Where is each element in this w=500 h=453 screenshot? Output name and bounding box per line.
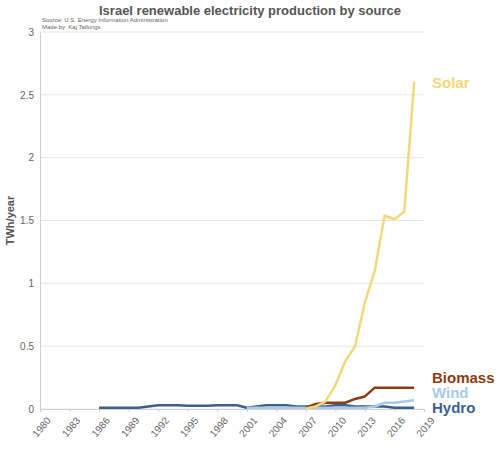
x-tick-label: 2007 <box>296 415 319 439</box>
x-tick-label: 1986 <box>89 415 112 439</box>
y-tick-label: 1 <box>28 278 34 289</box>
x-tick-mark <box>188 409 189 412</box>
x-tick-mark <box>158 409 159 412</box>
x-tick-mark <box>129 409 130 412</box>
x-tick: 1980 <box>30 409 53 439</box>
chart-svg: Israel renewable electricity production … <box>0 0 500 453</box>
x-tick-mark <box>99 409 100 412</box>
x-tick-label: 1980 <box>30 415 53 439</box>
x-axis: 1980 1983 1986 1989 1992 1995 1998 2001 2004 2007… <box>30 409 437 439</box>
legend-label: Solar <box>432 74 470 91</box>
x-tick-label: 1998 <box>207 415 230 439</box>
x-tick: 2013 <box>355 409 378 439</box>
x-tick-mark <box>40 409 41 412</box>
y-tick-label: 2 <box>28 152 34 163</box>
x-tick-label: 2019 <box>414 415 437 439</box>
x-tick: 2010 <box>326 409 349 439</box>
y-tick-label: 2.5 <box>20 90 34 101</box>
x-tick-mark <box>247 409 248 412</box>
y-axis-line <box>40 33 41 410</box>
x-tick: 2016 <box>385 409 408 439</box>
grid-line <box>40 283 424 284</box>
x-tick-mark <box>365 409 366 412</box>
x-tick: 1986 <box>89 409 112 439</box>
x-tick: 2001 <box>237 409 260 439</box>
x-tick-label: 2016 <box>385 415 408 439</box>
subtitle: Made by: Kaj Tallungs <box>42 24 101 30</box>
y-axis: 0 0.5 1 1.5 2 2.5 3 <box>20 27 40 415</box>
x-tick-mark <box>70 409 71 412</box>
x-tick-label: 1992 <box>148 415 171 439</box>
y-tick-label: 0 <box>28 404 34 415</box>
series-line <box>306 82 414 408</box>
grid-line <box>40 157 424 158</box>
y-tick: 2.5 <box>20 90 40 101</box>
x-tick-label: 2001 <box>237 415 260 439</box>
grid-line <box>40 346 424 347</box>
x-tick-label: 1989 <box>119 415 142 439</box>
plot: 0 0.5 1 1.5 2 2.5 3 1980 1983 1986 1989 1992 1995 199… <box>20 27 437 439</box>
lines <box>99 82 414 408</box>
grid-line <box>40 94 424 95</box>
x-tick: 1995 <box>178 409 201 439</box>
y-tick: 0.5 <box>20 341 40 352</box>
y-tick-label: 3 <box>28 27 34 38</box>
y-tick: 1.5 <box>20 215 40 226</box>
chart-container: Israel renewable electricity production … <box>0 0 500 453</box>
legend-label: Wind <box>432 384 469 401</box>
y-tick-label: 1.5 <box>20 215 34 226</box>
grid <box>40 32 424 409</box>
y-tick: 2 <box>28 152 40 163</box>
legend-label: Biomass <box>432 369 495 386</box>
y-axis-title: TWh/year <box>4 195 16 245</box>
subtitle: Source: U.S. Energy Information Administ… <box>42 17 168 23</box>
x-tick-mark <box>306 409 307 412</box>
x-tick-mark <box>335 409 336 412</box>
x-tick-mark <box>276 409 277 412</box>
x-tick: 2007 <box>296 409 319 439</box>
y-tick: 1 <box>28 278 40 289</box>
x-tick: 1992 <box>148 409 171 439</box>
x-tick-label: 2013 <box>355 415 378 439</box>
series-line <box>306 388 414 408</box>
x-tick-label: 1983 <box>60 415 83 439</box>
grid-line <box>40 220 424 221</box>
y-tick: 3 <box>28 27 40 38</box>
x-tick-mark <box>424 409 425 412</box>
legend-label: Hydro <box>432 399 475 416</box>
x-tick: 1983 <box>60 409 83 439</box>
series-line <box>247 400 414 408</box>
title: Israel renewable electricity production … <box>99 3 401 18</box>
x-tick-label: 2004 <box>267 415 290 439</box>
y-tick-label: 0.5 <box>20 341 34 352</box>
x-tick-label: 2010 <box>326 415 349 439</box>
grid-line <box>40 32 424 33</box>
x-tick-mark <box>394 409 395 412</box>
x-tick-label: 1995 <box>178 415 201 439</box>
y-tick: 0 <box>28 404 40 415</box>
x-tick: 1989 <box>119 409 142 439</box>
x-tick-mark <box>217 409 218 412</box>
x-tick: 1998 <box>207 409 230 439</box>
x-axis-line <box>41 410 425 413</box>
x-tick: 2004 <box>267 409 290 439</box>
